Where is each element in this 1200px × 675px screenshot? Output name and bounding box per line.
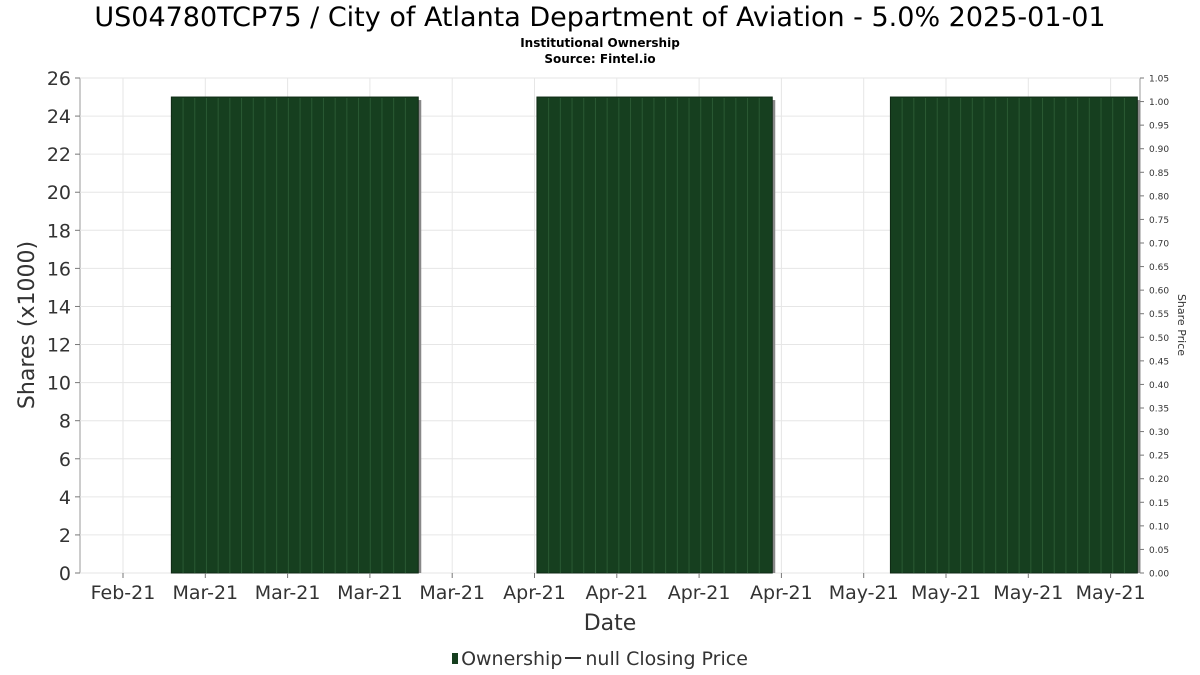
y2-tick-label: 0.45 — [1149, 357, 1169, 367]
y-tick-label: 0 — [59, 563, 71, 585]
y2-tick-label: 0.90 — [1149, 145, 1169, 155]
y-tick-label: 24 — [47, 106, 71, 128]
y2-tick-label: 0.85 — [1149, 169, 1169, 179]
x-tick-label: Mar-21 — [172, 582, 238, 604]
chart-source: Source: Fintel.io — [544, 52, 656, 66]
x-tick-label: May-21 — [993, 582, 1063, 604]
x-axis-title: Date — [584, 611, 637, 636]
y-tick-label: 10 — [47, 373, 71, 395]
x-tick-label: Apr-21 — [750, 582, 813, 604]
bar-body — [170, 96, 419, 574]
x-tick-label: Apr-21 — [668, 582, 731, 604]
y-tick-label: 16 — [47, 258, 71, 280]
y-tick-label: 20 — [47, 182, 71, 204]
chart-legend: Ownership null Closing Price — [0, 646, 1200, 672]
bar-body — [889, 96, 1138, 574]
y2-tick-label: 0.05 — [1149, 546, 1169, 556]
y-tick-label: 22 — [47, 144, 71, 166]
y-tick-label: 14 — [47, 296, 71, 318]
x-tick-label: May-21 — [829, 582, 899, 604]
y-tick-label: 6 — [59, 449, 71, 471]
y2-tick-label: 0.65 — [1149, 263, 1169, 273]
ownership-bar — [170, 96, 422, 574]
legend-ownership-swatch — [452, 653, 459, 664]
x-tick-label: Apr-21 — [503, 582, 566, 604]
right-axis-title: Share Price — [1175, 294, 1188, 356]
y2-tick-label: 0.15 — [1149, 499, 1169, 509]
y2-tick-label: 0.10 — [1149, 522, 1169, 532]
y2-tick-label: 0.50 — [1149, 334, 1169, 344]
x-tick-label: Mar-21 — [337, 582, 403, 604]
x-tick-label: May-21 — [1076, 582, 1146, 604]
y2-tick-label: 0.60 — [1149, 287, 1169, 297]
y-tick-label: 8 — [59, 411, 71, 433]
y2-tick-label: 1.05 — [1149, 75, 1169, 85]
y2-tick-label: 0.80 — [1149, 192, 1169, 202]
y-tick-label: 18 — [47, 220, 71, 242]
y2-tick-label: 0.20 — [1149, 475, 1169, 485]
legend-price-label: null Closing Price — [585, 648, 748, 670]
x-tick-label: Mar-21 — [419, 582, 485, 604]
y2-tick-label: 0.55 — [1149, 310, 1169, 320]
ownership-bars — [170, 96, 1141, 574]
y2-tick-label: 0.95 — [1149, 122, 1169, 132]
y2-tick-label: 0.35 — [1149, 405, 1169, 415]
x-tick-label: Mar-21 — [255, 582, 321, 604]
x-tick-label: Feb-21 — [91, 582, 156, 604]
y2-tick-label: 0.75 — [1149, 216, 1169, 226]
right-axis-ticks: 0.00 0.05 0.10 0.15 0.20 0.25 0.30 0.35 0.40 0.45… — [1140, 75, 1169, 580]
y-tick-label: 26 — [47, 68, 71, 90]
bar-body — [536, 96, 773, 574]
y2-tick-label: 0.25 — [1149, 452, 1169, 462]
y2-tick-label: 0.00 — [1149, 570, 1169, 580]
legend-ownership-label: Ownership — [461, 648, 563, 670]
y2-tick-label: 1.00 — [1149, 98, 1169, 108]
x-tick-label: May-21 — [911, 582, 981, 604]
y-tick-label: 12 — [47, 335, 71, 357]
y-tick-label: 4 — [59, 487, 71, 509]
y2-tick-label: 0.40 — [1149, 381, 1169, 391]
y-tick-label: 2 — [59, 525, 71, 547]
y-axis-title: Shares (x1000) — [15, 241, 40, 409]
ownership-bar — [889, 96, 1141, 574]
y2-tick-label: 0.30 — [1149, 428, 1169, 438]
chart-subtitle: Institutional Ownership — [520, 36, 680, 50]
x-tick-label: Apr-21 — [585, 582, 648, 604]
legend-price-swatch — [565, 657, 582, 659]
x-axis-ticks: Feb-21 Mar-21 Mar-21 Mar-21 Mar-21 Apr-21 Apr-… — [91, 573, 1146, 604]
y2-tick-label: 0.70 — [1149, 240, 1169, 250]
chart-title: US04780TCP75 / City of Atlanta Departmen… — [94, 2, 1106, 33]
ownership-bar — [536, 96, 776, 574]
